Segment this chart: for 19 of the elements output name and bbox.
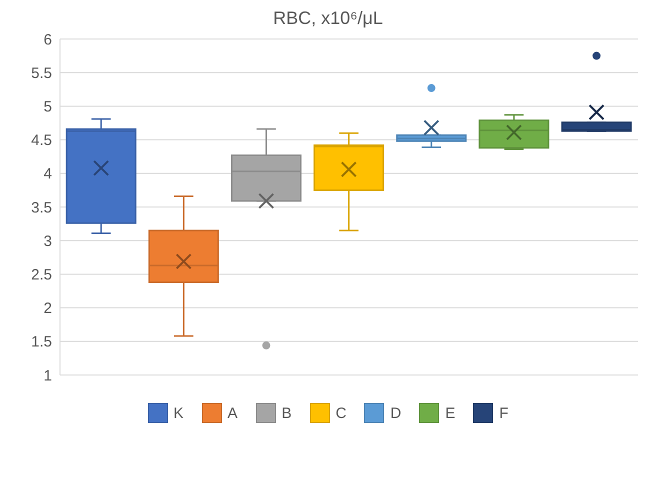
y-tick-label: 6	[44, 31, 52, 48]
y-tick-label: 4.5	[31, 132, 52, 150]
legend-label: K	[174, 404, 184, 422]
y-tick-label: 4	[44, 166, 52, 183]
legend-label: F	[499, 404, 508, 422]
y-tick-label: 3	[44, 232, 52, 250]
y-tick-label: 2	[44, 300, 52, 318]
y-tick-label: 2.5	[31, 266, 52, 284]
y-tick-label: 5	[44, 98, 52, 116]
legend-label: E	[445, 404, 456, 422]
legend-label: B	[282, 404, 292, 422]
y-tick-label: 1	[44, 367, 52, 384]
legend-label: A	[228, 404, 238, 422]
y-tick-label: 1.5	[31, 334, 52, 351]
y-tick-label: 3.5	[31, 199, 52, 216]
legend-label: D	[390, 404, 402, 422]
chart-title: RBC, x10⁶/μL	[272, 8, 384, 29]
legend-label: C	[336, 404, 346, 422]
y-tick-label: 5.5	[31, 64, 52, 82]
